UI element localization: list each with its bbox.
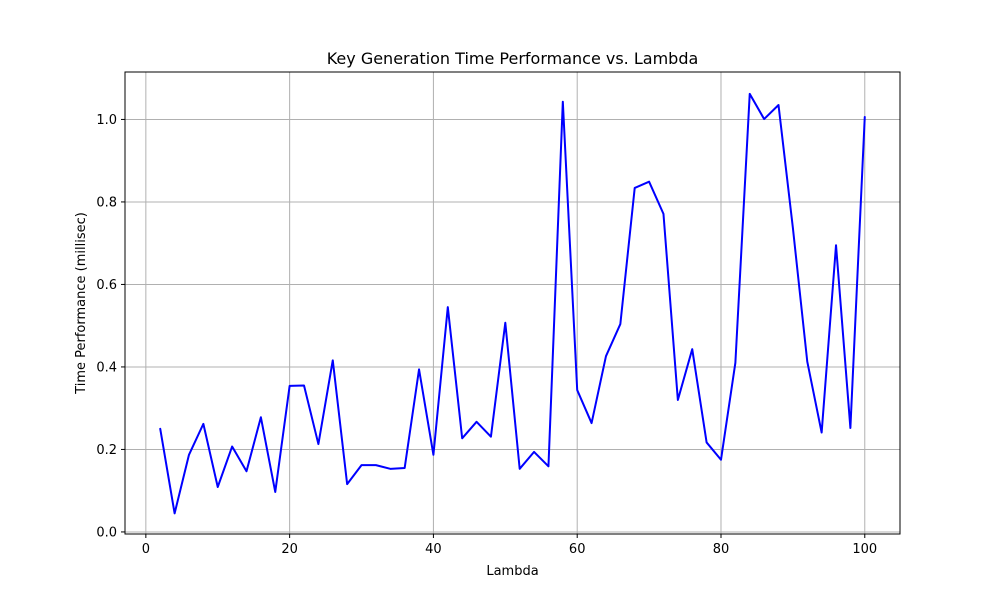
y-tick-label: 0.6	[96, 278, 117, 293]
y-tick-label: 1.0	[96, 113, 117, 128]
x-tick-label: 100	[852, 542, 877, 557]
x-tick-label: 0	[142, 542, 150, 557]
y-axis-ticks: 0.0 0.2 0.4 0.6 0.8 1.0	[96, 113, 125, 540]
chart-title: Key Generation Time Performance vs. Lamb…	[327, 49, 699, 68]
y-tick-label: 0.2	[96, 443, 117, 458]
x-tick-label: 60	[569, 542, 586, 557]
series-line-0	[159, 92, 866, 515]
series-layer	[159, 92, 866, 515]
y-axis-label: Time Performance (millisec)	[74, 212, 89, 395]
plot-frame	[124, 71, 901, 535]
x-axis-label: Lambda	[486, 564, 538, 579]
x-tick-label: 40	[425, 542, 442, 557]
y-tick-label: 0.0	[96, 525, 117, 540]
y-tick-label: 0.8	[96, 195, 117, 210]
grid	[125, 72, 900, 534]
x-axis-ticks: 0 20 40 60 80 100	[142, 534, 877, 557]
x-tick-label: 20	[281, 542, 298, 557]
y-tick-label: 0.4	[96, 360, 117, 375]
x-tick-label: 80	[713, 542, 730, 557]
